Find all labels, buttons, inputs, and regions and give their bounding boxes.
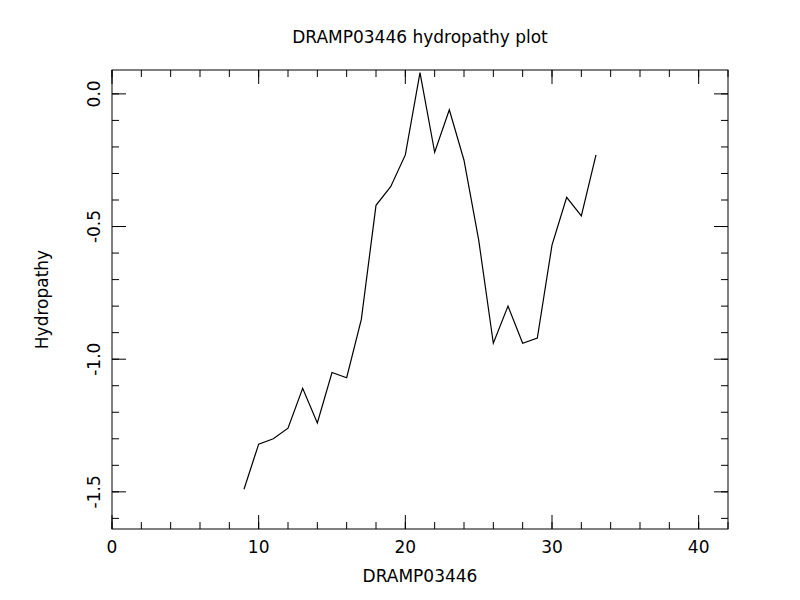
- chart-svg: DRAMP03446 hydropathy plot DRAMP03446 Hydr…: [0, 0, 800, 600]
- y-tick-label: -0.5: [84, 210, 104, 243]
- y-minor-tick: [112, 279, 119, 280]
- x-tick-label: 30: [541, 537, 563, 557]
- y-axis-label: Hydropathy: [32, 250, 52, 349]
- x-tick-label: 40: [688, 537, 710, 557]
- x-minor-tick: [200, 70, 201, 77]
- x-minor-tick: [728, 70, 729, 77]
- y-minor-tick: [721, 173, 728, 174]
- y-tick: [714, 93, 728, 94]
- x-minor-tick: [200, 522, 201, 529]
- x-minor-tick: [141, 70, 142, 77]
- y-minor-tick: [721, 306, 728, 307]
- x-tick: [405, 70, 406, 84]
- x-minor-tick: [669, 70, 670, 77]
- x-tick: [405, 515, 406, 529]
- title: DRAMP03446 hydropathy plot: [292, 27, 548, 47]
- x-minor-tick: [493, 70, 494, 77]
- x-minor-tick: [640, 70, 641, 77]
- x-tick: [552, 515, 553, 529]
- x-minor-tick: [581, 522, 582, 529]
- y-minor-tick: [721, 438, 728, 439]
- y-minor-tick: [721, 279, 728, 280]
- x-minor-tick: [464, 70, 465, 77]
- x-minor-tick: [434, 70, 435, 77]
- y-tick-label: -1.0: [84, 343, 104, 376]
- x-minor-tick: [669, 522, 670, 529]
- y-minor-tick: [721, 412, 728, 413]
- x-tick: [698, 515, 699, 529]
- x-axis-label: DRAMP03446: [363, 566, 478, 586]
- x-minor-tick: [610, 70, 611, 77]
- x-minor-tick: [317, 522, 318, 529]
- y-minor-tick: [112, 438, 119, 439]
- x-tick: [258, 515, 259, 529]
- y-minor-tick: [112, 385, 119, 386]
- y-tick-label: 0.0: [84, 80, 104, 107]
- y-tick: [714, 359, 728, 360]
- y-tick: [112, 226, 126, 227]
- x-minor-tick: [522, 70, 523, 77]
- y-tick: [112, 359, 126, 360]
- x-minor-tick: [346, 522, 347, 529]
- x-tick-label: 0: [107, 537, 118, 557]
- y-minor-tick: [721, 385, 728, 386]
- x-tick: [698, 70, 699, 84]
- x-tick-label: 20: [395, 537, 417, 557]
- x-minor-tick: [376, 70, 377, 77]
- chart-container: DRAMP03446 hydropathy plot DRAMP03446 Hydr…: [0, 0, 800, 600]
- y-minor-tick: [721, 146, 728, 147]
- x-minor-tick: [229, 522, 230, 529]
- y-minor-tick: [112, 200, 119, 201]
- y-minor-tick: [112, 332, 119, 333]
- y-tick: [112, 491, 126, 492]
- hydropathy-line: [244, 73, 596, 490]
- y-minor-tick: [112, 253, 119, 254]
- x-minor-tick: [581, 70, 582, 77]
- x-minor-tick: [464, 522, 465, 529]
- y-minor-tick: [112, 465, 119, 466]
- y-minor-tick: [721, 332, 728, 333]
- y-tick: [714, 226, 728, 227]
- y-minor-tick: [112, 412, 119, 413]
- x-minor-tick: [493, 522, 494, 529]
- y-tick: [714, 491, 728, 492]
- y-minor-tick: [112, 173, 119, 174]
- y-minor-tick: [112, 146, 119, 147]
- x-minor-tick: [728, 522, 729, 529]
- x-minor-tick: [141, 522, 142, 529]
- x-tick-label: 10: [248, 537, 270, 557]
- x-minor-tick: [522, 522, 523, 529]
- x-tick: [112, 515, 113, 529]
- y-minor-tick: [721, 465, 728, 466]
- x-minor-tick: [610, 522, 611, 529]
- x-tick: [258, 70, 259, 84]
- x-minor-tick: [170, 70, 171, 77]
- y-minor-tick: [112, 306, 119, 307]
- x-minor-tick: [640, 522, 641, 529]
- x-tick: [112, 70, 113, 84]
- y-minor-tick: [721, 120, 728, 121]
- y-minor-tick: [721, 253, 728, 254]
- y-tick-label: -1.5: [84, 475, 104, 508]
- x-minor-tick: [288, 522, 289, 529]
- x-minor-tick: [434, 522, 435, 529]
- x-minor-tick: [346, 70, 347, 77]
- x-minor-tick: [229, 70, 230, 77]
- x-minor-tick: [170, 522, 171, 529]
- x-tick: [552, 70, 553, 84]
- plot-area: [244, 73, 596, 490]
- y-minor-tick: [112, 120, 119, 121]
- x-minor-tick: [376, 522, 377, 529]
- x-minor-tick: [288, 70, 289, 77]
- y-minor-tick: [721, 518, 728, 519]
- y-minor-tick: [112, 518, 119, 519]
- x-minor-tick: [317, 70, 318, 77]
- y-minor-tick: [721, 200, 728, 201]
- plot-frame: [112, 70, 728, 529]
- y-tick: [112, 93, 126, 94]
